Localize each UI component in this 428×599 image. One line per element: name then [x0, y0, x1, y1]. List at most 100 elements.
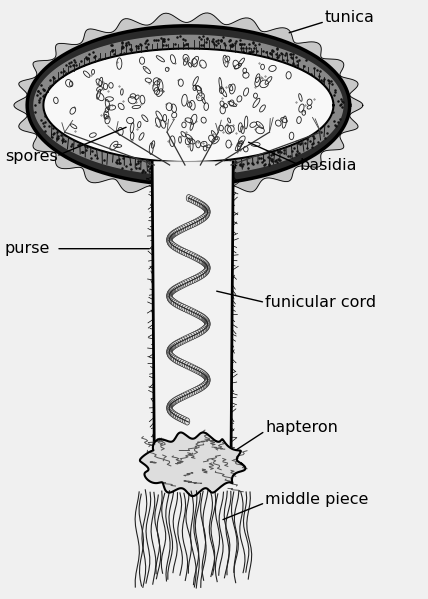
Circle shape [196, 385, 201, 392]
Circle shape [192, 276, 197, 283]
Circle shape [195, 218, 200, 225]
Circle shape [196, 199, 201, 206]
Text: basidia: basidia [299, 158, 357, 173]
Circle shape [194, 274, 199, 282]
Circle shape [188, 222, 193, 229]
Circle shape [167, 294, 172, 301]
Circle shape [170, 298, 175, 305]
Circle shape [204, 317, 209, 324]
Circle shape [192, 388, 197, 395]
Circle shape [204, 268, 209, 274]
Circle shape [203, 381, 208, 388]
Circle shape [182, 361, 187, 368]
Circle shape [172, 285, 177, 292]
Circle shape [180, 281, 185, 288]
Circle shape [170, 410, 175, 417]
Circle shape [189, 364, 194, 371]
Circle shape [190, 277, 195, 283]
Circle shape [171, 231, 176, 238]
Circle shape [182, 336, 187, 343]
Circle shape [166, 236, 172, 243]
Circle shape [172, 243, 176, 250]
Circle shape [187, 277, 193, 285]
Circle shape [178, 282, 183, 289]
Circle shape [167, 346, 172, 353]
Circle shape [205, 379, 210, 386]
Circle shape [171, 286, 176, 294]
Polygon shape [27, 26, 350, 184]
Circle shape [169, 409, 174, 416]
Circle shape [204, 373, 209, 380]
Polygon shape [43, 49, 333, 162]
Circle shape [199, 201, 205, 208]
Circle shape [180, 337, 185, 344]
Circle shape [193, 310, 199, 317]
Circle shape [180, 416, 185, 423]
Polygon shape [14, 13, 363, 198]
Circle shape [167, 290, 172, 297]
Circle shape [172, 229, 178, 237]
Circle shape [167, 350, 172, 358]
Circle shape [205, 209, 210, 216]
Circle shape [181, 225, 186, 232]
Circle shape [198, 368, 203, 376]
Circle shape [166, 348, 172, 355]
Circle shape [178, 358, 183, 365]
Circle shape [179, 303, 184, 310]
Circle shape [184, 250, 189, 257]
Circle shape [193, 198, 199, 205]
Circle shape [193, 254, 199, 261]
Circle shape [168, 295, 173, 302]
Circle shape [189, 252, 194, 259]
Circle shape [168, 232, 173, 240]
Circle shape [202, 316, 208, 323]
Circle shape [198, 256, 203, 264]
Circle shape [175, 301, 180, 308]
Text: funicular cord: funicular cord [265, 295, 376, 310]
Circle shape [168, 289, 173, 296]
Circle shape [174, 397, 179, 404]
Circle shape [201, 202, 206, 210]
Text: tunica: tunica [325, 10, 375, 25]
Circle shape [202, 214, 207, 221]
Circle shape [189, 196, 194, 203]
Circle shape [199, 216, 204, 223]
Circle shape [205, 319, 210, 326]
Circle shape [191, 196, 196, 204]
Circle shape [172, 341, 177, 349]
Circle shape [185, 391, 190, 398]
Circle shape [169, 344, 174, 351]
Circle shape [205, 374, 210, 381]
Circle shape [197, 200, 202, 207]
Circle shape [183, 280, 188, 287]
Circle shape [205, 210, 210, 217]
Circle shape [167, 407, 172, 414]
Circle shape [187, 390, 192, 397]
Circle shape [205, 264, 210, 271]
Circle shape [170, 399, 175, 406]
Circle shape [178, 226, 184, 233]
Circle shape [205, 321, 210, 328]
Circle shape [197, 217, 202, 224]
Circle shape [180, 359, 185, 367]
Circle shape [199, 313, 205, 320]
Circle shape [202, 372, 208, 379]
Circle shape [202, 326, 207, 333]
Circle shape [178, 415, 183, 422]
Circle shape [205, 207, 210, 214]
Circle shape [203, 213, 208, 220]
Polygon shape [140, 432, 245, 496]
Circle shape [169, 241, 174, 248]
Circle shape [167, 403, 172, 410]
Circle shape [199, 272, 204, 279]
Circle shape [205, 320, 210, 328]
Circle shape [198, 312, 203, 319]
Circle shape [198, 328, 203, 335]
Circle shape [173, 356, 178, 364]
Circle shape [204, 380, 209, 387]
Circle shape [203, 268, 208, 276]
Circle shape [174, 228, 179, 235]
Circle shape [196, 311, 201, 319]
Circle shape [182, 392, 187, 399]
Circle shape [187, 334, 193, 341]
